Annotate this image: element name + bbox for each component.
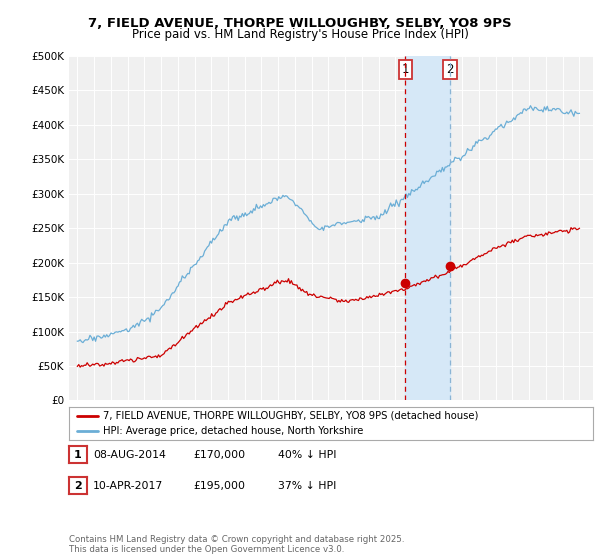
Text: HPI: Average price, detached house, North Yorkshire: HPI: Average price, detached house, Nort… xyxy=(103,426,364,436)
Bar xyxy=(406,56,450,400)
Text: 10-APR-2017: 10-APR-2017 xyxy=(93,480,163,491)
Text: 2: 2 xyxy=(446,63,454,76)
Text: 40% ↓ HPI: 40% ↓ HPI xyxy=(278,450,336,460)
Text: 2: 2 xyxy=(74,480,82,491)
Text: 1: 1 xyxy=(74,450,82,460)
Text: £195,000: £195,000 xyxy=(194,480,246,491)
Text: £170,000: £170,000 xyxy=(194,450,246,460)
Text: Contains HM Land Registry data © Crown copyright and database right 2025.
This d: Contains HM Land Registry data © Crown c… xyxy=(69,535,404,554)
Text: 08-AUG-2014: 08-AUG-2014 xyxy=(93,450,166,460)
Text: 7, FIELD AVENUE, THORPE WILLOUGHBY, SELBY, YO8 9PS: 7, FIELD AVENUE, THORPE WILLOUGHBY, SELB… xyxy=(88,17,512,30)
Text: 1: 1 xyxy=(401,63,409,76)
Text: 37% ↓ HPI: 37% ↓ HPI xyxy=(278,480,336,491)
Text: Price paid vs. HM Land Registry's House Price Index (HPI): Price paid vs. HM Land Registry's House … xyxy=(131,28,469,41)
Text: 7, FIELD AVENUE, THORPE WILLOUGHBY, SELBY, YO8 9PS (detached house): 7, FIELD AVENUE, THORPE WILLOUGHBY, SELB… xyxy=(103,411,478,421)
